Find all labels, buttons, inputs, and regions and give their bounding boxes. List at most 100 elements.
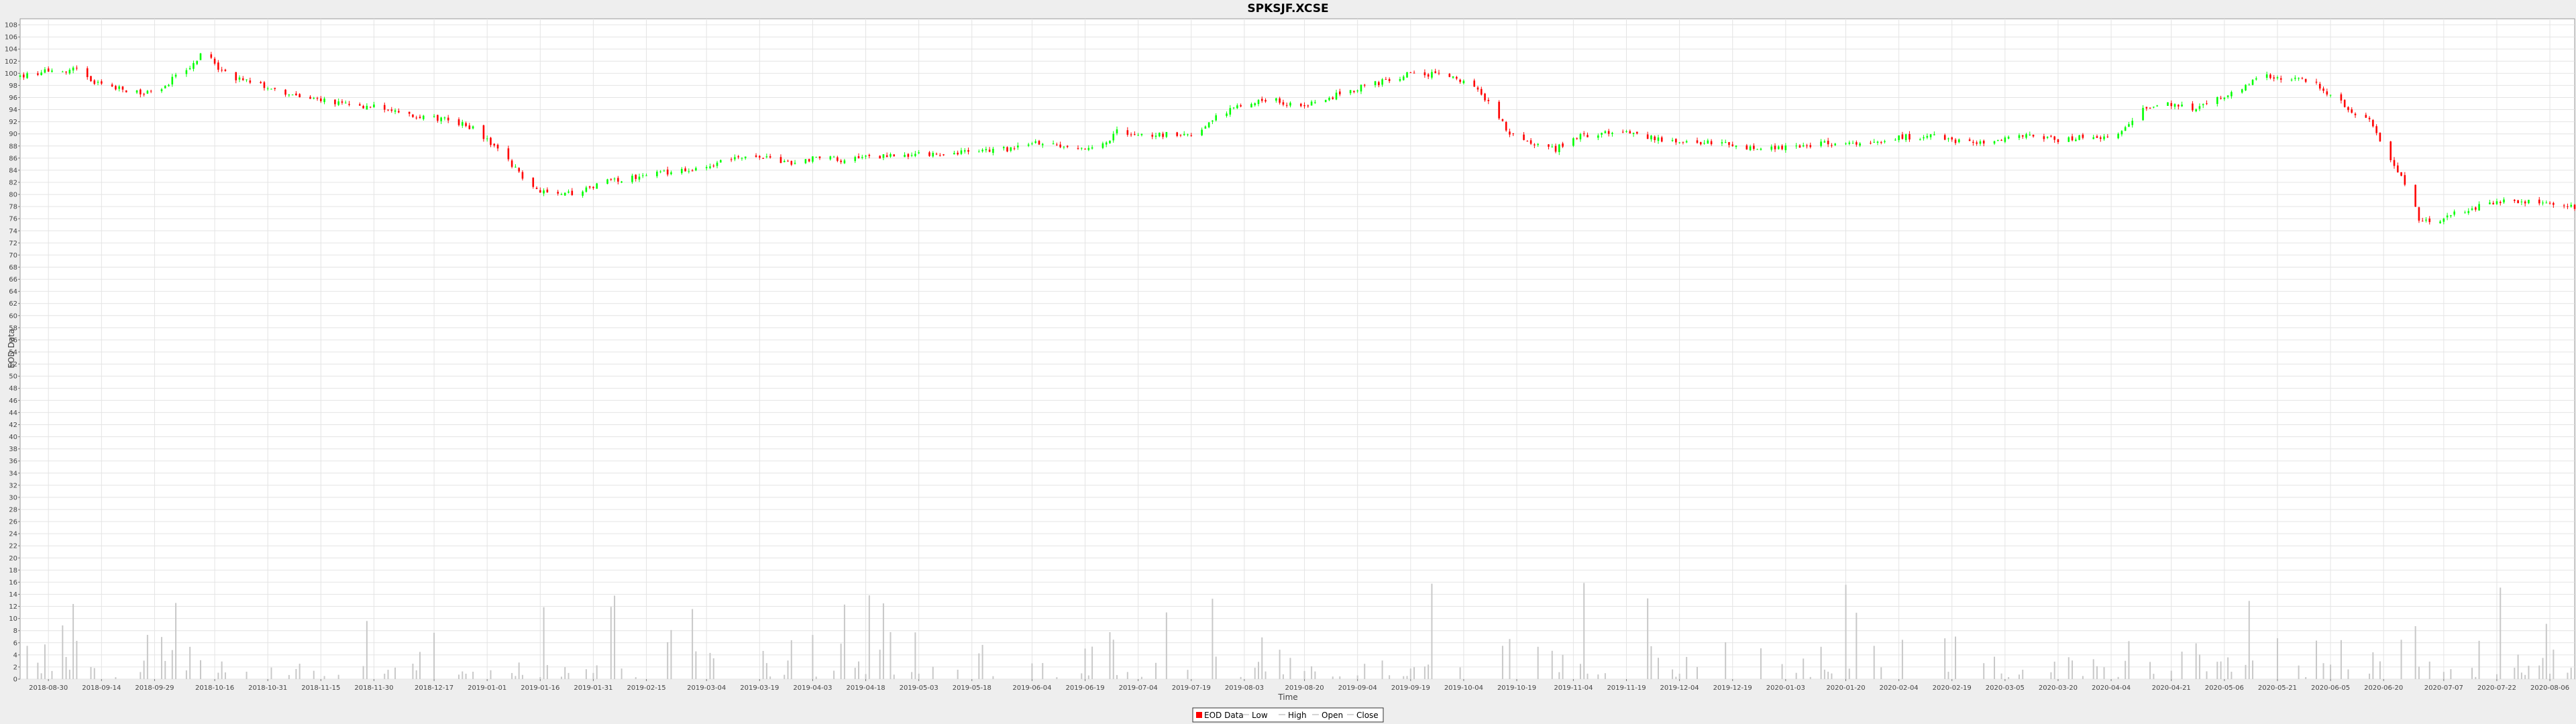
- volume-bar: [313, 670, 315, 679]
- x-tick-label: 2020-05-06: [2205, 684, 2244, 692]
- candle-body: [1699, 141, 1702, 145]
- volume-bar: [2538, 665, 2540, 679]
- candle-body: [2245, 84, 2247, 91]
- candle-body: [1353, 90, 1355, 93]
- y-tick-label: 36: [9, 458, 17, 465]
- candle-body: [1710, 141, 1713, 145]
- candle-body: [51, 70, 53, 72]
- x-tick-label: 2020-01-03: [1766, 684, 1805, 692]
- y-tick-label: 98: [9, 82, 17, 90]
- volume-bar: [2000, 673, 2002, 679]
- candle-body: [2156, 105, 2158, 107]
- volume-bar: [1109, 632, 1111, 679]
- volume-bar: [1212, 599, 1214, 679]
- candle-body: [943, 154, 945, 156]
- y-tick-label: 14: [9, 591, 17, 599]
- volume-bar: [1187, 670, 1189, 679]
- candle-body: [638, 176, 641, 180]
- volume-bar: [2206, 671, 2208, 679]
- candle-body: [1587, 135, 1589, 137]
- volume-bar: [511, 672, 513, 679]
- candle-body: [1360, 84, 1362, 92]
- candle-body: [1232, 107, 1235, 109]
- volume-bar: [515, 676, 517, 679]
- candle-body: [2103, 136, 2105, 139]
- x-tick-label: 2019-04-03: [793, 684, 832, 692]
- legend-label-open: Open: [1322, 711, 1343, 720]
- candle-body: [1275, 98, 1277, 101]
- volume-bar: [26, 646, 28, 679]
- candle-body: [585, 187, 588, 192]
- volume-bar: [1431, 583, 1433, 679]
- candle-body: [1240, 105, 1242, 107]
- candle-body: [818, 156, 821, 158]
- candle-body: [468, 125, 471, 129]
- volume-bar: [610, 607, 612, 679]
- x-tick-label: 2020-08-06: [2530, 684, 2569, 692]
- candle-body: [2489, 202, 2491, 204]
- candle-body: [266, 88, 269, 89]
- candle-body: [759, 156, 761, 158]
- candle-body: [981, 149, 983, 152]
- volume-bar: [160, 637, 162, 679]
- candle-body: [1027, 144, 1030, 146]
- candle-body: [1625, 131, 1627, 132]
- candle-body: [1066, 145, 1069, 147]
- candle-body: [787, 160, 789, 162]
- volume-bar: [295, 668, 297, 679]
- x-tick-label: 2019-02-15: [627, 684, 665, 692]
- volume-bar: [1381, 660, 1383, 679]
- candle-body: [2198, 106, 2201, 109]
- candle-body: [808, 159, 810, 162]
- y-tick-label: 54: [9, 349, 17, 357]
- x-tick-label: 2019-10-04: [1444, 684, 1483, 692]
- volume-bar: [462, 671, 464, 679]
- candle-body: [1777, 146, 1780, 149]
- candle-body: [2273, 77, 2275, 79]
- y-tick-label: 80: [9, 192, 17, 199]
- candle-body: [2170, 103, 2173, 107]
- volume-bar: [366, 621, 368, 679]
- candle-body: [316, 98, 319, 99]
- volume-bar: [1084, 648, 1086, 679]
- y-tick-label: 44: [9, 410, 17, 417]
- candle-body: [1724, 141, 1727, 143]
- x-tick-label: 2019-12-04: [1660, 684, 1699, 692]
- volume-bar: [1983, 663, 1985, 679]
- candle-body: [879, 156, 881, 159]
- candle-body: [1013, 148, 1016, 149]
- candle-body: [1126, 130, 1129, 135]
- y-tick-label: 58: [9, 324, 17, 332]
- candle-body: [2548, 202, 2551, 204]
- x-tick-label: 2018-10-16: [195, 684, 234, 692]
- candle-body: [2538, 199, 2540, 204]
- candle-body: [490, 137, 492, 145]
- candle-body: [2570, 204, 2573, 207]
- candle-body: [2443, 219, 2445, 222]
- candle-body: [854, 157, 857, 162]
- candle-body: [1802, 145, 1805, 147]
- candle-body: [260, 82, 262, 83]
- volume-bar: [2153, 674, 2155, 679]
- candle-body: [2347, 107, 2349, 111]
- candle-body: [2124, 127, 2127, 131]
- volume-bar: [199, 660, 201, 679]
- y-tick-label: 22: [9, 543, 17, 550]
- candle-body: [2075, 139, 2077, 141]
- volume-bar: [2072, 660, 2074, 679]
- candle-body: [2092, 137, 2095, 139]
- volume-bar: [2276, 638, 2278, 679]
- candle-body: [762, 158, 764, 159]
- volume-bar: [2068, 657, 2070, 679]
- candle-body: [366, 105, 368, 110]
- y-tick-label: 82: [9, 179, 17, 186]
- candle-body: [1582, 133, 1585, 135]
- candle-body: [1456, 76, 1458, 79]
- candle-body: [1523, 134, 1525, 140]
- candle-body: [755, 155, 757, 157]
- candle-body: [1335, 93, 1338, 100]
- candle-body: [394, 110, 396, 112]
- candle-body: [2078, 135, 2080, 140]
- candle-body: [1929, 134, 1932, 137]
- candle-body: [518, 168, 520, 172]
